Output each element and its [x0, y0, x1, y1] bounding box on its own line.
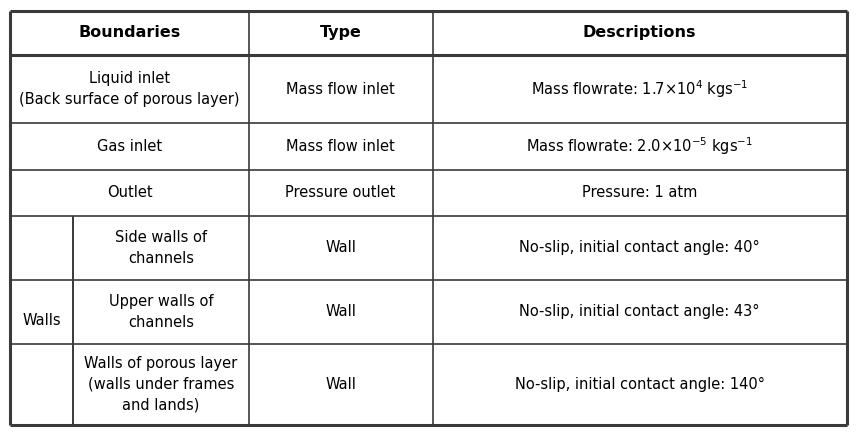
Text: No-slip, initial contact angle: 43°: No-slip, initial contact angle: 43° — [519, 304, 760, 319]
Text: Mass flow inlet: Mass flow inlet — [286, 82, 395, 97]
Text: Mass flowrate: 2.0$\times$10$^{-5}$ kgs$^{-1}$: Mass flowrate: 2.0$\times$10$^{-5}$ kgs$… — [526, 136, 753, 157]
Text: Side walls of
channels: Side walls of channels — [115, 230, 207, 266]
Text: Type: Type — [320, 25, 362, 41]
Text: Gas inlet: Gas inlet — [97, 139, 162, 154]
Text: Descriptions: Descriptions — [583, 25, 697, 41]
Text: Walls of porous layer
(walls under frames
and lands): Walls of porous layer (walls under frame… — [84, 356, 237, 413]
Text: Outlet: Outlet — [106, 185, 153, 200]
Text: Wall: Wall — [326, 304, 357, 319]
Text: Wall: Wall — [326, 377, 357, 392]
Text: Boundaries: Boundaries — [78, 25, 181, 41]
Text: No-slip, initial contact angle: 40°: No-slip, initial contact angle: 40° — [519, 240, 760, 255]
Text: No-slip, initial contact angle: 140°: No-slip, initial contact angle: 140° — [515, 377, 764, 392]
Text: Liquid inlet
(Back surface of porous layer): Liquid inlet (Back surface of porous lay… — [19, 71, 240, 107]
Text: Walls: Walls — [22, 313, 61, 328]
Text: Mass flowrate: 1.7$\times$10$^{4}$ kgs$^{-1}$: Mass flowrate: 1.7$\times$10$^{4}$ kgs$^… — [531, 78, 748, 100]
Text: Upper walls of
channels: Upper walls of channels — [109, 293, 213, 330]
Text: Wall: Wall — [326, 240, 357, 255]
Text: Pressure outlet: Pressure outlet — [285, 185, 396, 200]
Text: Mass flow inlet: Mass flow inlet — [286, 139, 395, 154]
Text: Pressure: 1 atm: Pressure: 1 atm — [582, 185, 698, 200]
